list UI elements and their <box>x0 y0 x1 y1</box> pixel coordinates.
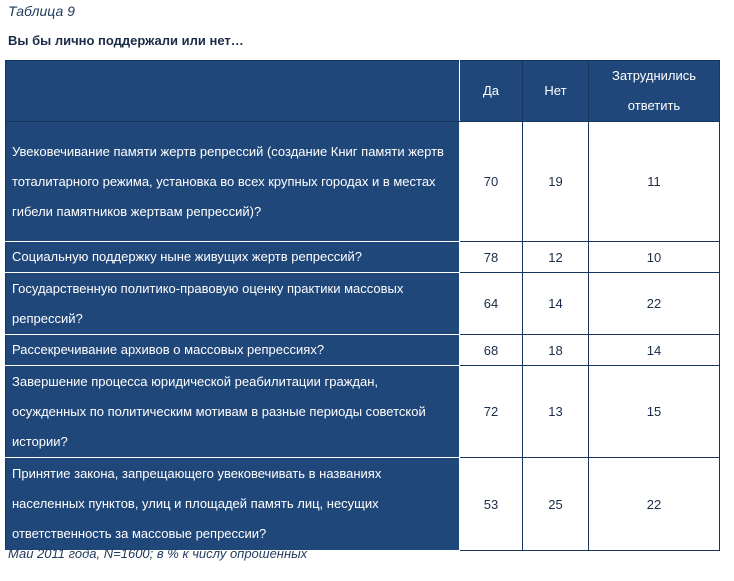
value-unsure: 10 <box>588 241 720 273</box>
value-no: 14 <box>522 272 589 335</box>
value-unsure: 11 <box>588 121 720 242</box>
header-row: Да Нет Затруднились ответить <box>5 60 720 122</box>
header-no: Нет <box>522 60 589 122</box>
value-yes: 64 <box>459 272 523 335</box>
value-no: 18 <box>522 334 589 366</box>
row-label: Социальную поддержку ныне живущих жертв … <box>5 241 460 273</box>
value-no: 12 <box>522 241 589 273</box>
table-row: Социальную поддержку ныне живущих жертв … <box>5 241 720 273</box>
table-row: Увековечивание памяти жертв репрессий (с… <box>5 121 720 242</box>
table-footnote: Май 2011 года, N=1600; в % к числу опрош… <box>8 546 308 561</box>
value-yes: 68 <box>459 334 523 366</box>
value-unsure: 14 <box>588 334 720 366</box>
value-unsure: 22 <box>588 457 720 551</box>
row-label: Увековечивание памяти жертв репрессий (с… <box>5 121 460 242</box>
value-yes: 70 <box>459 121 523 242</box>
row-label: Рассекречивание архивов о массовых репре… <box>5 334 460 366</box>
value-yes: 53 <box>459 457 523 551</box>
header-yes: Да <box>459 60 523 122</box>
table-question: Вы бы лично поддержали или нет… <box>8 33 244 48</box>
value-unsure: 15 <box>588 365 720 458</box>
header-unsure: Затруднились ответить <box>588 60 720 122</box>
value-yes: 78 <box>459 241 523 273</box>
row-label: Принятие закона, запрещающего увековечив… <box>5 457 460 551</box>
value-no: 25 <box>522 457 589 551</box>
value-no: 13 <box>522 365 589 458</box>
header-empty <box>5 60 460 122</box>
table-row: Государственную политико-правовую оценку… <box>5 272 720 335</box>
row-label: Государственную политико-правовую оценку… <box>5 272 460 335</box>
table-row: Завершение процесса юридической реабилит… <box>5 365 720 458</box>
table-row: Принятие закона, запрещающего увековечив… <box>5 457 720 551</box>
row-label: Завершение процесса юридической реабилит… <box>5 365 460 458</box>
survey-table: Да Нет Затруднились ответить Увековечива… <box>5 60 720 551</box>
value-unsure: 22 <box>588 272 720 335</box>
table-caption: Таблица 9 <box>8 3 75 19</box>
value-yes: 72 <box>459 365 523 458</box>
value-no: 19 <box>522 121 589 242</box>
table-row: Рассекречивание архивов о массовых репре… <box>5 334 720 366</box>
